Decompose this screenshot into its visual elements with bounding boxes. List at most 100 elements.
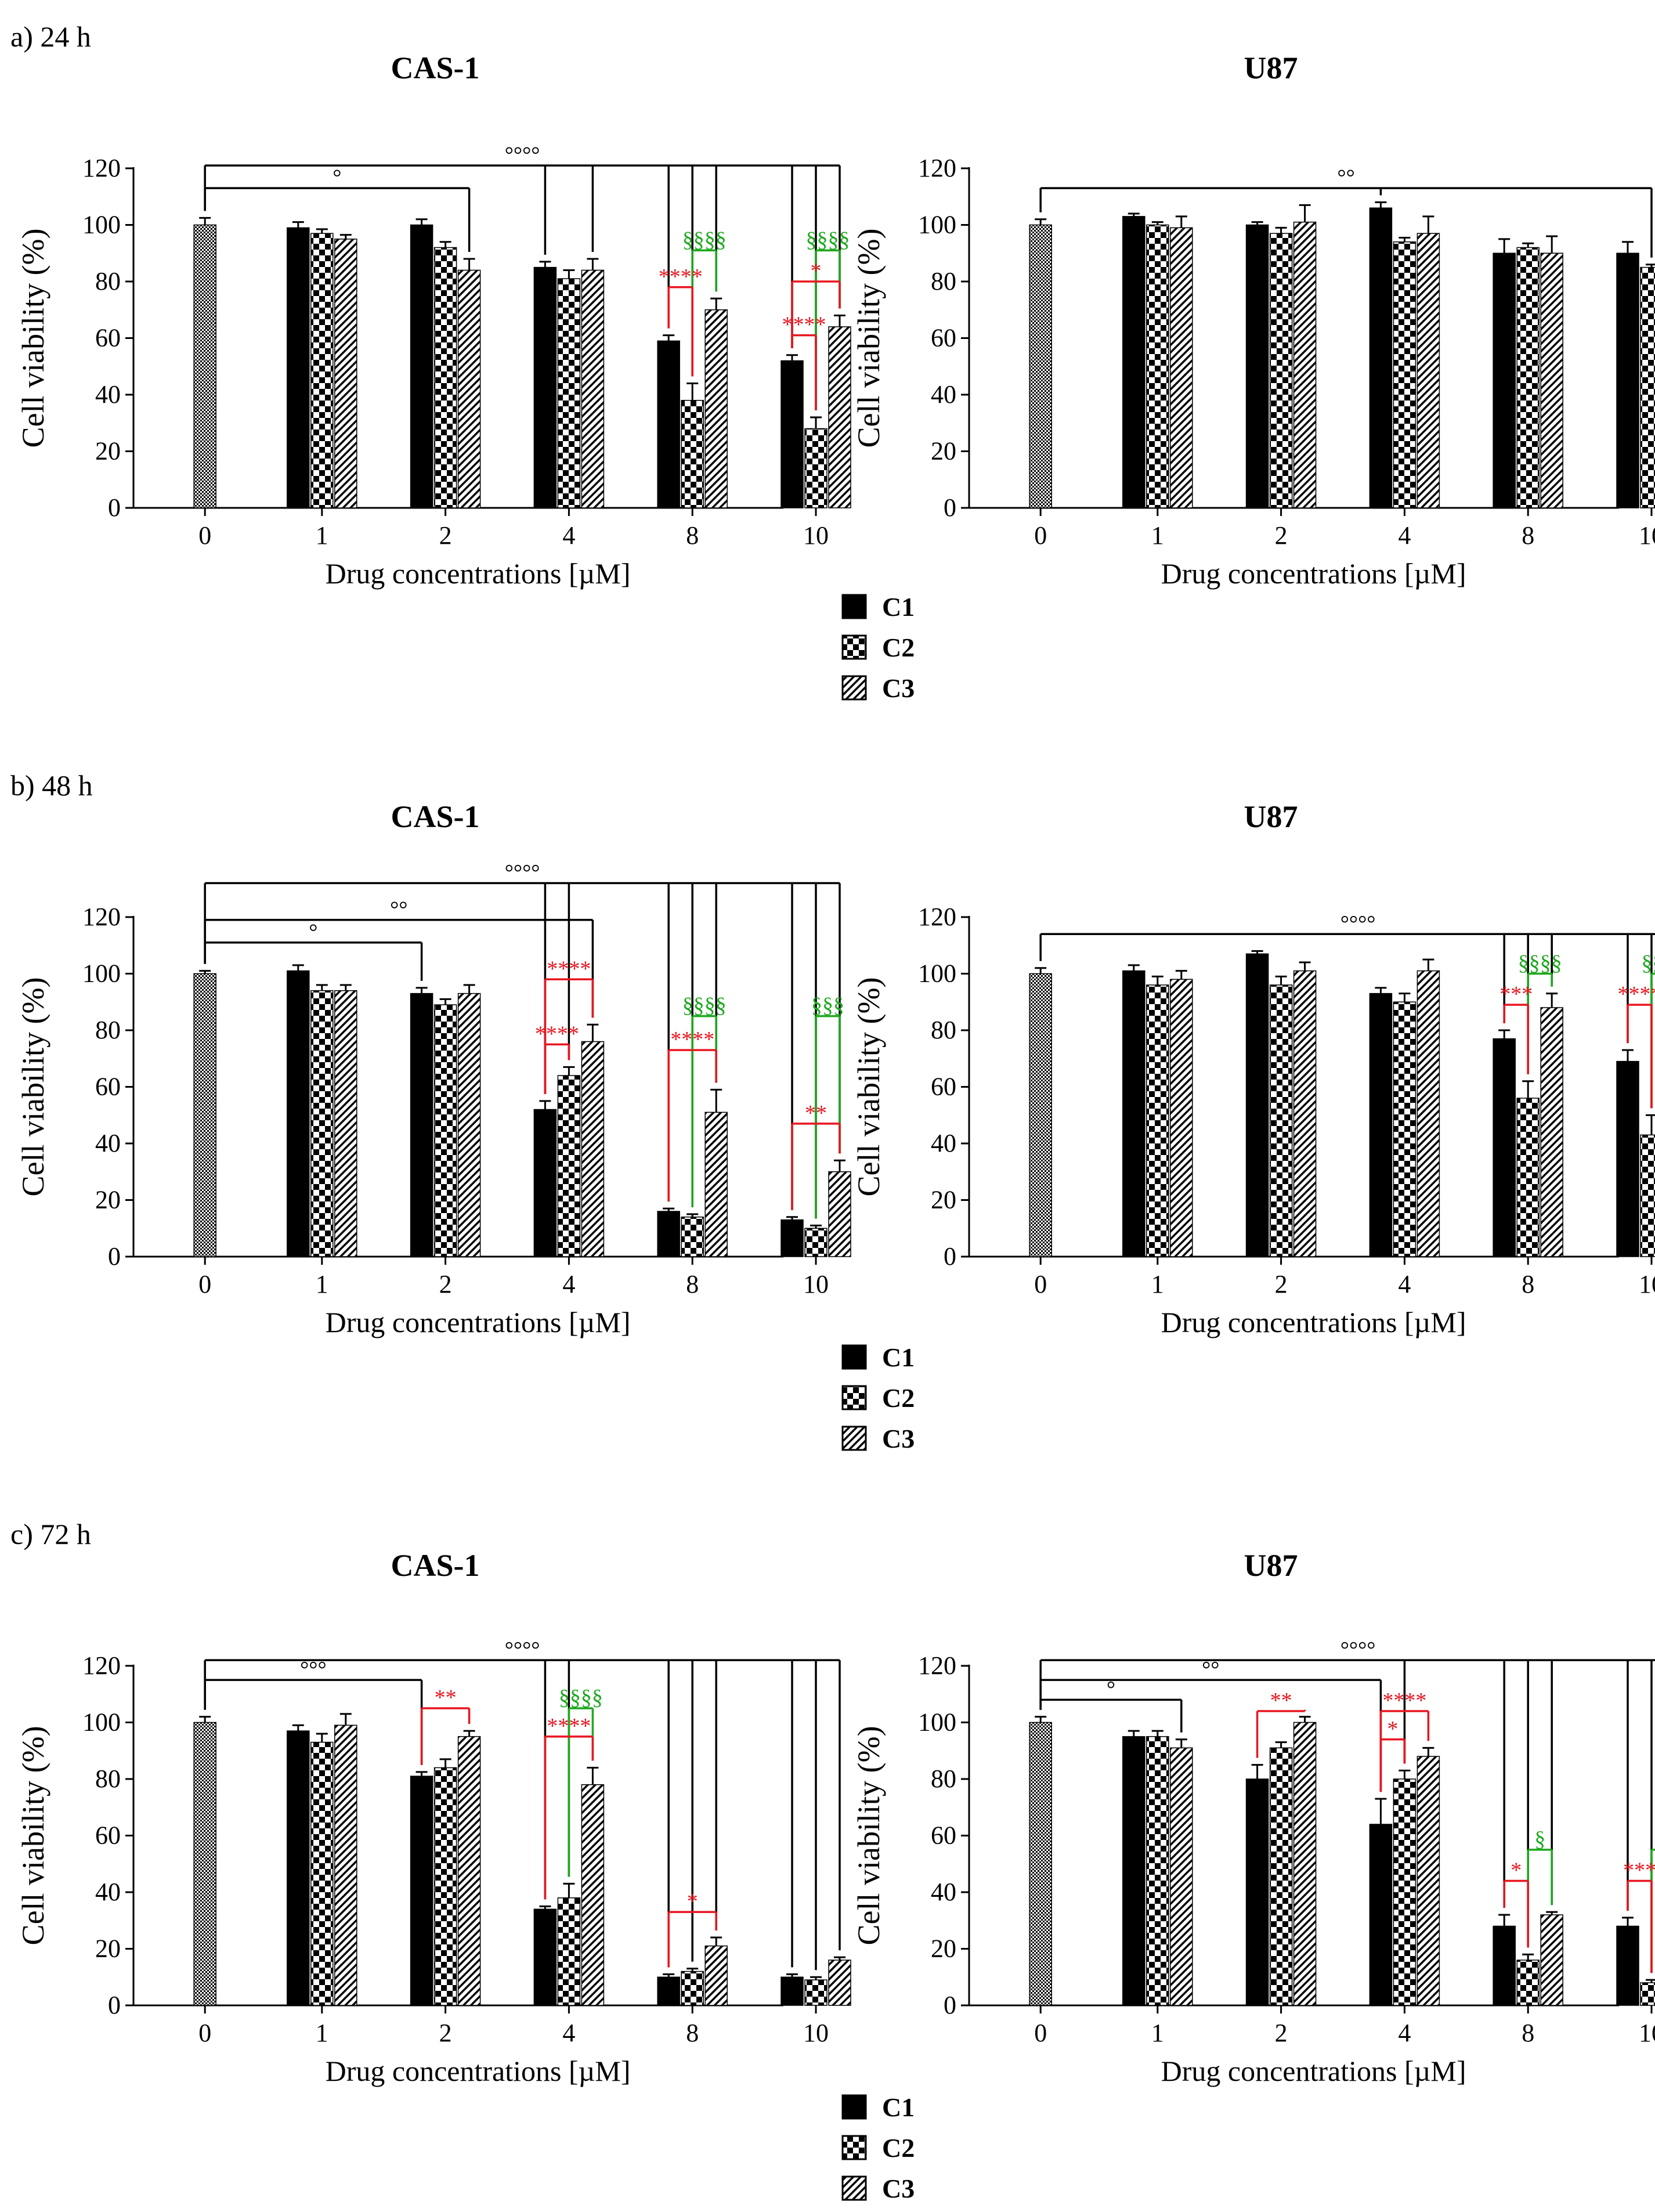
- y-tick-label: 100: [82, 211, 121, 239]
- significance-label: §§§: [811, 994, 844, 1018]
- bar-c2: [1640, 268, 1655, 508]
- bar-c3: [705, 1946, 727, 2005]
- y-tick-label: 60: [95, 1073, 121, 1101]
- bar-control: [1029, 225, 1051, 508]
- bar-c3: [581, 1785, 604, 2005]
- bar-c2: [1270, 233, 1292, 508]
- significance-label: **: [1270, 1688, 1292, 1713]
- x-tick-label: 10: [803, 521, 829, 550]
- y-tick-label: 80: [95, 267, 121, 295]
- y-tick-label: 60: [95, 324, 121, 352]
- significance-label: ****: [1618, 982, 1655, 1006]
- significance-label: ****: [659, 265, 703, 289]
- y-axis-label: Cell viability (%): [16, 229, 50, 448]
- y-tick-label: 80: [931, 267, 956, 295]
- x-axis-label: Drug concentrations [µM]: [1161, 2055, 1466, 2087]
- y-axis-label: Cell viability (%): [851, 229, 886, 448]
- bar-c1: [1369, 208, 1392, 508]
- x-axis-label: Drug concentrations [µM]: [326, 557, 631, 590]
- bar-c3: [1294, 1723, 1316, 2006]
- bar-c2: [1640, 1135, 1655, 1257]
- bar-c2: [435, 248, 457, 508]
- x-tick-label: 0: [198, 2019, 211, 2047]
- significance-label: §§§§: [559, 1686, 603, 1710]
- x-axis-label: Drug concentrations [µM]: [326, 2055, 631, 2087]
- bar-c3: [1294, 971, 1316, 1257]
- significance-label: ****: [1382, 1688, 1426, 1713]
- bar-c3: [1541, 253, 1563, 508]
- panel-label: b) 48 h: [10, 769, 93, 802]
- bar-c1: [1246, 954, 1269, 1257]
- y-tick-label: 80: [95, 1764, 121, 1793]
- bar-c3: [335, 991, 357, 1257]
- x-axis-label: Drug concentrations [µM]: [326, 1306, 631, 1338]
- x-tick-label: 10: [1639, 521, 1655, 550]
- significance-label: °°: [390, 897, 407, 922]
- bar-c1: [287, 971, 309, 1257]
- y-tick-label: 20: [95, 1935, 121, 1963]
- bar-c3: [458, 270, 480, 508]
- bar-c3: [335, 239, 357, 508]
- chart-title: U87: [1244, 50, 1298, 85]
- bar-c3: [1417, 233, 1439, 508]
- y-tick-label: 20: [931, 437, 956, 466]
- significance-label: §§§§: [682, 994, 727, 1018]
- significance-label: °°°°: [505, 143, 540, 167]
- bar-c3: [335, 1725, 357, 2005]
- bar-c1: [781, 361, 803, 508]
- bar-c2: [805, 1228, 827, 1257]
- y-tick-label: 20: [95, 1186, 121, 1214]
- significance-bracket: °°: [1040, 1657, 1381, 1792]
- x-tick-label: 0: [1034, 2019, 1047, 2047]
- y-tick-label: 60: [95, 1821, 121, 1850]
- x-tick-label: 4: [562, 521, 575, 550]
- legend-swatch-c3: [843, 676, 866, 699]
- bar-c2: [1147, 225, 1169, 508]
- bar-c1: [534, 268, 556, 508]
- x-tick-label: 4: [562, 2019, 575, 2047]
- y-tick-label: 0: [944, 1242, 956, 1271]
- y-tick-label: 40: [931, 1129, 956, 1157]
- bar-c2: [1517, 1098, 1539, 1257]
- bar-c2: [435, 1768, 457, 2006]
- y-axis-label: Cell viability (%): [851, 977, 886, 1197]
- bar-c1: [657, 341, 680, 508]
- bar-c1: [1493, 1039, 1515, 1257]
- bar-c1: [411, 994, 433, 1257]
- bar-c2: [558, 1898, 580, 2005]
- bar-c3: [829, 1960, 851, 2005]
- significance-label: °: [333, 165, 341, 190]
- legend-swatch-c3: [843, 2177, 866, 2200]
- legend-label-c2: C2: [882, 1383, 915, 1413]
- bar-c1: [1246, 225, 1269, 508]
- y-tick-label: 80: [931, 1764, 956, 1793]
- significance-label: ***: [1499, 982, 1533, 1006]
- x-tick-label: 4: [1398, 521, 1411, 550]
- bar-c2: [1147, 985, 1169, 1257]
- bar-c2: [311, 1742, 333, 2005]
- bar-c3: [829, 327, 851, 508]
- significance-label: °°°°: [505, 1637, 540, 1662]
- x-axis-label: Drug concentrations [µM]: [1161, 1306, 1466, 1338]
- bar-c1: [1617, 253, 1639, 508]
- bar-c1: [1123, 1737, 1145, 2005]
- x-tick-label: 10: [1639, 1270, 1655, 1298]
- legend-swatch-c1: [843, 595, 866, 618]
- bar-c3: [705, 310, 727, 508]
- y-tick-label: 100: [918, 1708, 956, 1737]
- y-tick-label: 0: [108, 493, 121, 522]
- significance-bracket: §§§§: [1642, 951, 1655, 1109]
- legend-swatch-c1: [843, 2095, 866, 2119]
- y-tick-label: 100: [918, 959, 956, 988]
- legend-swatch-c2: [843, 636, 866, 659]
- y-axis-label: Cell viability (%): [16, 977, 50, 1197]
- significance-label: *: [1387, 1717, 1398, 1741]
- legend-label-c1: C1: [882, 1343, 915, 1372]
- bar-c2: [1270, 985, 1292, 1257]
- chart-panel-6: U870204060801001200124810Drug concentrat…: [851, 1548, 1655, 2087]
